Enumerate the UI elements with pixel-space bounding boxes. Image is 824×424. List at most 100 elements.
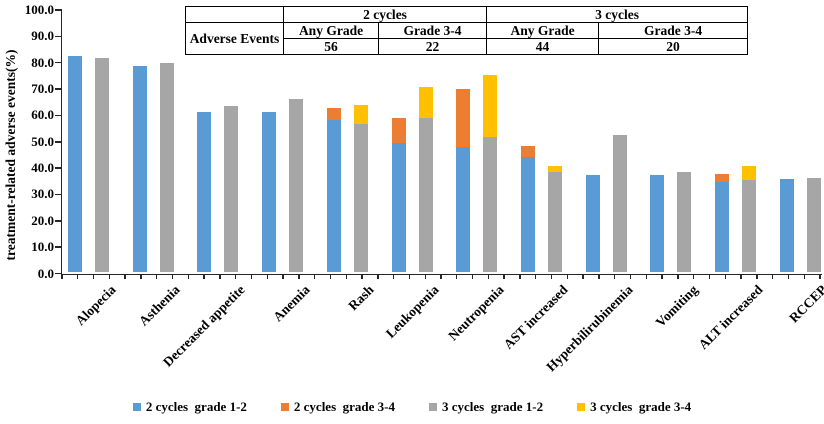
- legend-label: 3 cycles grade 3-4: [590, 399, 692, 414]
- x-tick: [250, 274, 253, 279]
- legend-swatch-icon: [429, 403, 437, 411]
- y-tick-label: 0.0: [37, 265, 54, 281]
- x-tick: [519, 274, 521, 279]
- table-value: 56: [283, 38, 379, 55]
- x-tick: [424, 274, 426, 279]
- bar-segment: [132, 65, 147, 273]
- x-tick: [756, 274, 758, 279]
- x-tick: [677, 274, 679, 279]
- y-tick-label: 80.0: [31, 54, 54, 70]
- x-tick: [156, 274, 158, 279]
- y-tick: [55, 272, 62, 275]
- x-tick: [282, 274, 284, 279]
- x-tick: [440, 274, 442, 279]
- x-tick: [345, 274, 347, 279]
- empty-cell: [185, 6, 284, 23]
- bar-segment: [353, 105, 368, 124]
- y-tick-label: 30.0: [31, 186, 54, 202]
- x-tick: [377, 274, 379, 279]
- x-tick: [298, 274, 300, 279]
- y-tick: [55, 193, 62, 196]
- x-tick: [598, 274, 600, 279]
- x-tick: [392, 274, 395, 279]
- bar-segment: [483, 136, 498, 273]
- x-tick: [329, 274, 332, 279]
- y-tick-label: 40.0: [31, 160, 54, 176]
- bar-segment: [418, 118, 433, 273]
- x-tick: [487, 274, 490, 279]
- y-tick: [55, 167, 62, 169]
- legend-label: 2 cycles grade 3-4: [293, 399, 395, 414]
- bar-segment: [483, 74, 498, 137]
- sub-header: Grade 3-4: [598, 22, 749, 39]
- x-tick: [692, 274, 695, 279]
- x-tick: [582, 274, 584, 279]
- legend-swatch-icon: [132, 403, 141, 411]
- sub-header: Any Grade: [283, 22, 379, 39]
- x-tick: [708, 274, 711, 279]
- bar-segment: [742, 165, 756, 181]
- x-tick: [124, 274, 126, 279]
- bar-segment: [677, 172, 692, 273]
- x-tick: [77, 274, 79, 279]
- y-tick: [55, 9, 62, 11]
- group-header-3cycles: 3 cycles: [486, 6, 749, 23]
- x-tick: [408, 274, 411, 279]
- x-tick: [266, 274, 268, 279]
- sub-header: Any Grade: [486, 22, 600, 39]
- x-tick: [456, 274, 458, 279]
- bar-segment: [224, 106, 239, 273]
- bar-segment: [391, 143, 406, 273]
- bar-segment: [353, 123, 368, 273]
- bar-segment: [779, 178, 794, 273]
- bar-segment: [547, 172, 562, 273]
- bar-segment: [547, 165, 562, 173]
- x-tick: [550, 274, 553, 279]
- y-tick-label: 50.0: [31, 133, 54, 149]
- bar-segment: [456, 147, 471, 273]
- legend-swatch-icon: [577, 403, 586, 411]
- bar-segment: [612, 135, 627, 273]
- y-tick-label: 70.0: [31, 81, 54, 97]
- bar-segment: [650, 175, 665, 273]
- x-tick: [140, 274, 142, 279]
- legend-item: 2 cycles grade 1-2: [132, 399, 247, 415]
- table-value: 44: [486, 38, 600, 55]
- x-tick: [219, 274, 221, 279]
- x-tick: [361, 274, 363, 279]
- bar-segment: [715, 173, 729, 182]
- x-tick: [819, 274, 821, 279]
- legend-item: 2 cycles grade 3-4: [280, 399, 395, 415]
- x-tick: [313, 274, 316, 279]
- legend-label: 2 cycles grade 1-2: [145, 399, 247, 414]
- x-tick: [771, 274, 774, 279]
- bar-segment: [197, 111, 212, 273]
- summary-table: 2 cycles 3 cycles Adverse Events Any Gra…: [185, 6, 749, 55]
- table-value: 22: [377, 38, 488, 55]
- x-tick: [108, 274, 111, 279]
- x-tick: [471, 274, 474, 279]
- x-tick: [171, 274, 174, 279]
- y-tick: [55, 88, 62, 90]
- x-tick: [235, 274, 237, 279]
- x-tick: [645, 274, 647, 279]
- bar-segment: [326, 107, 341, 120]
- table-value: 20: [598, 38, 749, 55]
- x-tick: [203, 274, 205, 279]
- adverse-events-header: Adverse Events: [185, 22, 284, 55]
- bar-segment: [520, 146, 535, 157]
- x-tick: [661, 274, 663, 279]
- bar-segment: [68, 56, 82, 273]
- legend-swatch-icon: [280, 403, 289, 411]
- legend-item: 3 cycles grade 3-4: [577, 399, 691, 415]
- x-tick: [187, 274, 190, 279]
- y-tick-label: 90.0: [31, 28, 54, 44]
- bar-segment: [520, 156, 535, 273]
- bar-segment: [456, 89, 471, 148]
- y-tick: [55, 61, 62, 64]
- bar-segment: [715, 181, 729, 273]
- x-tick: [803, 274, 805, 279]
- x-tick: [503, 274, 505, 279]
- y-tick: [55, 140, 62, 143]
